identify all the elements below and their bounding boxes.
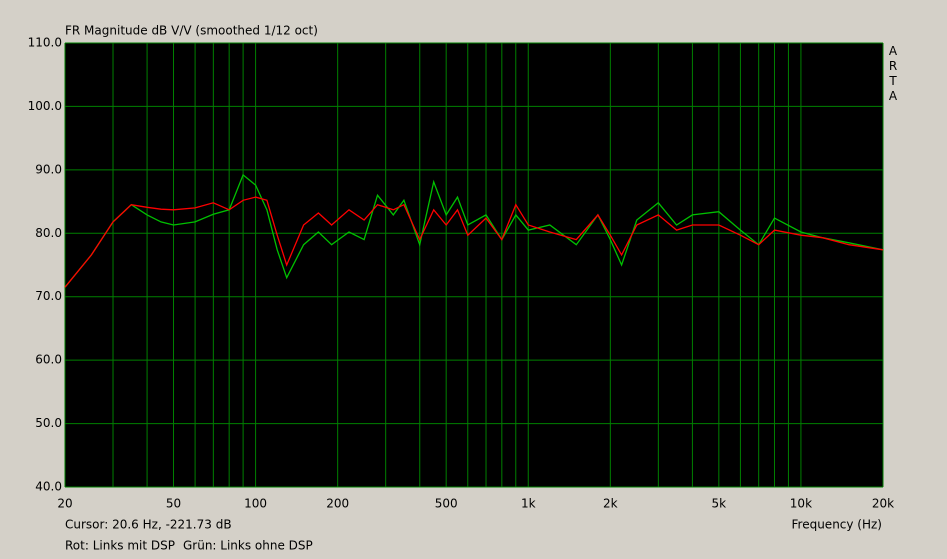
x-tick-label: 50 [166,497,181,511]
y-tick-label: 100.0 [28,99,62,113]
x-tick-label: 20 [57,497,72,511]
y-tick-label: 90.0 [35,162,62,176]
x-tick-label: 5k [712,497,727,511]
y-tick-label: 70.0 [35,289,62,303]
x-tick-label: 200 [326,497,349,511]
plot-area [65,43,883,487]
x-tick-label: 1k [521,497,536,511]
brand: ARTA [886,44,900,104]
legend-entry: Rot: Links mit DSP [65,539,175,553]
x-tick-label: 10k [790,497,812,511]
y-tick-label: 60.0 [35,353,62,367]
x-tick-label: 100 [244,497,267,511]
x-tick-label: 500 [435,497,458,511]
x-tick-label: 2k [603,497,618,511]
series-line [64,196,884,288]
y-tick-label: 40.0 [35,480,62,494]
y-tick-label: 110.0 [28,36,62,50]
cursor-readout: Cursor: 20.6 Hz, -221.73 dB [65,518,232,532]
y-tick-label: 50.0 [35,416,62,430]
x-axis-label: Frequency (Hz) [792,518,883,532]
series-line [64,173,884,288]
chart-title: FR Magnitude dB V/V (smoothed 1/12 oct) [65,24,318,38]
legend-entry: Grün: Links ohne DSP [183,539,313,553]
x-tick-label: 20k [872,497,894,511]
y-tick-label: 80.0 [35,226,62,240]
